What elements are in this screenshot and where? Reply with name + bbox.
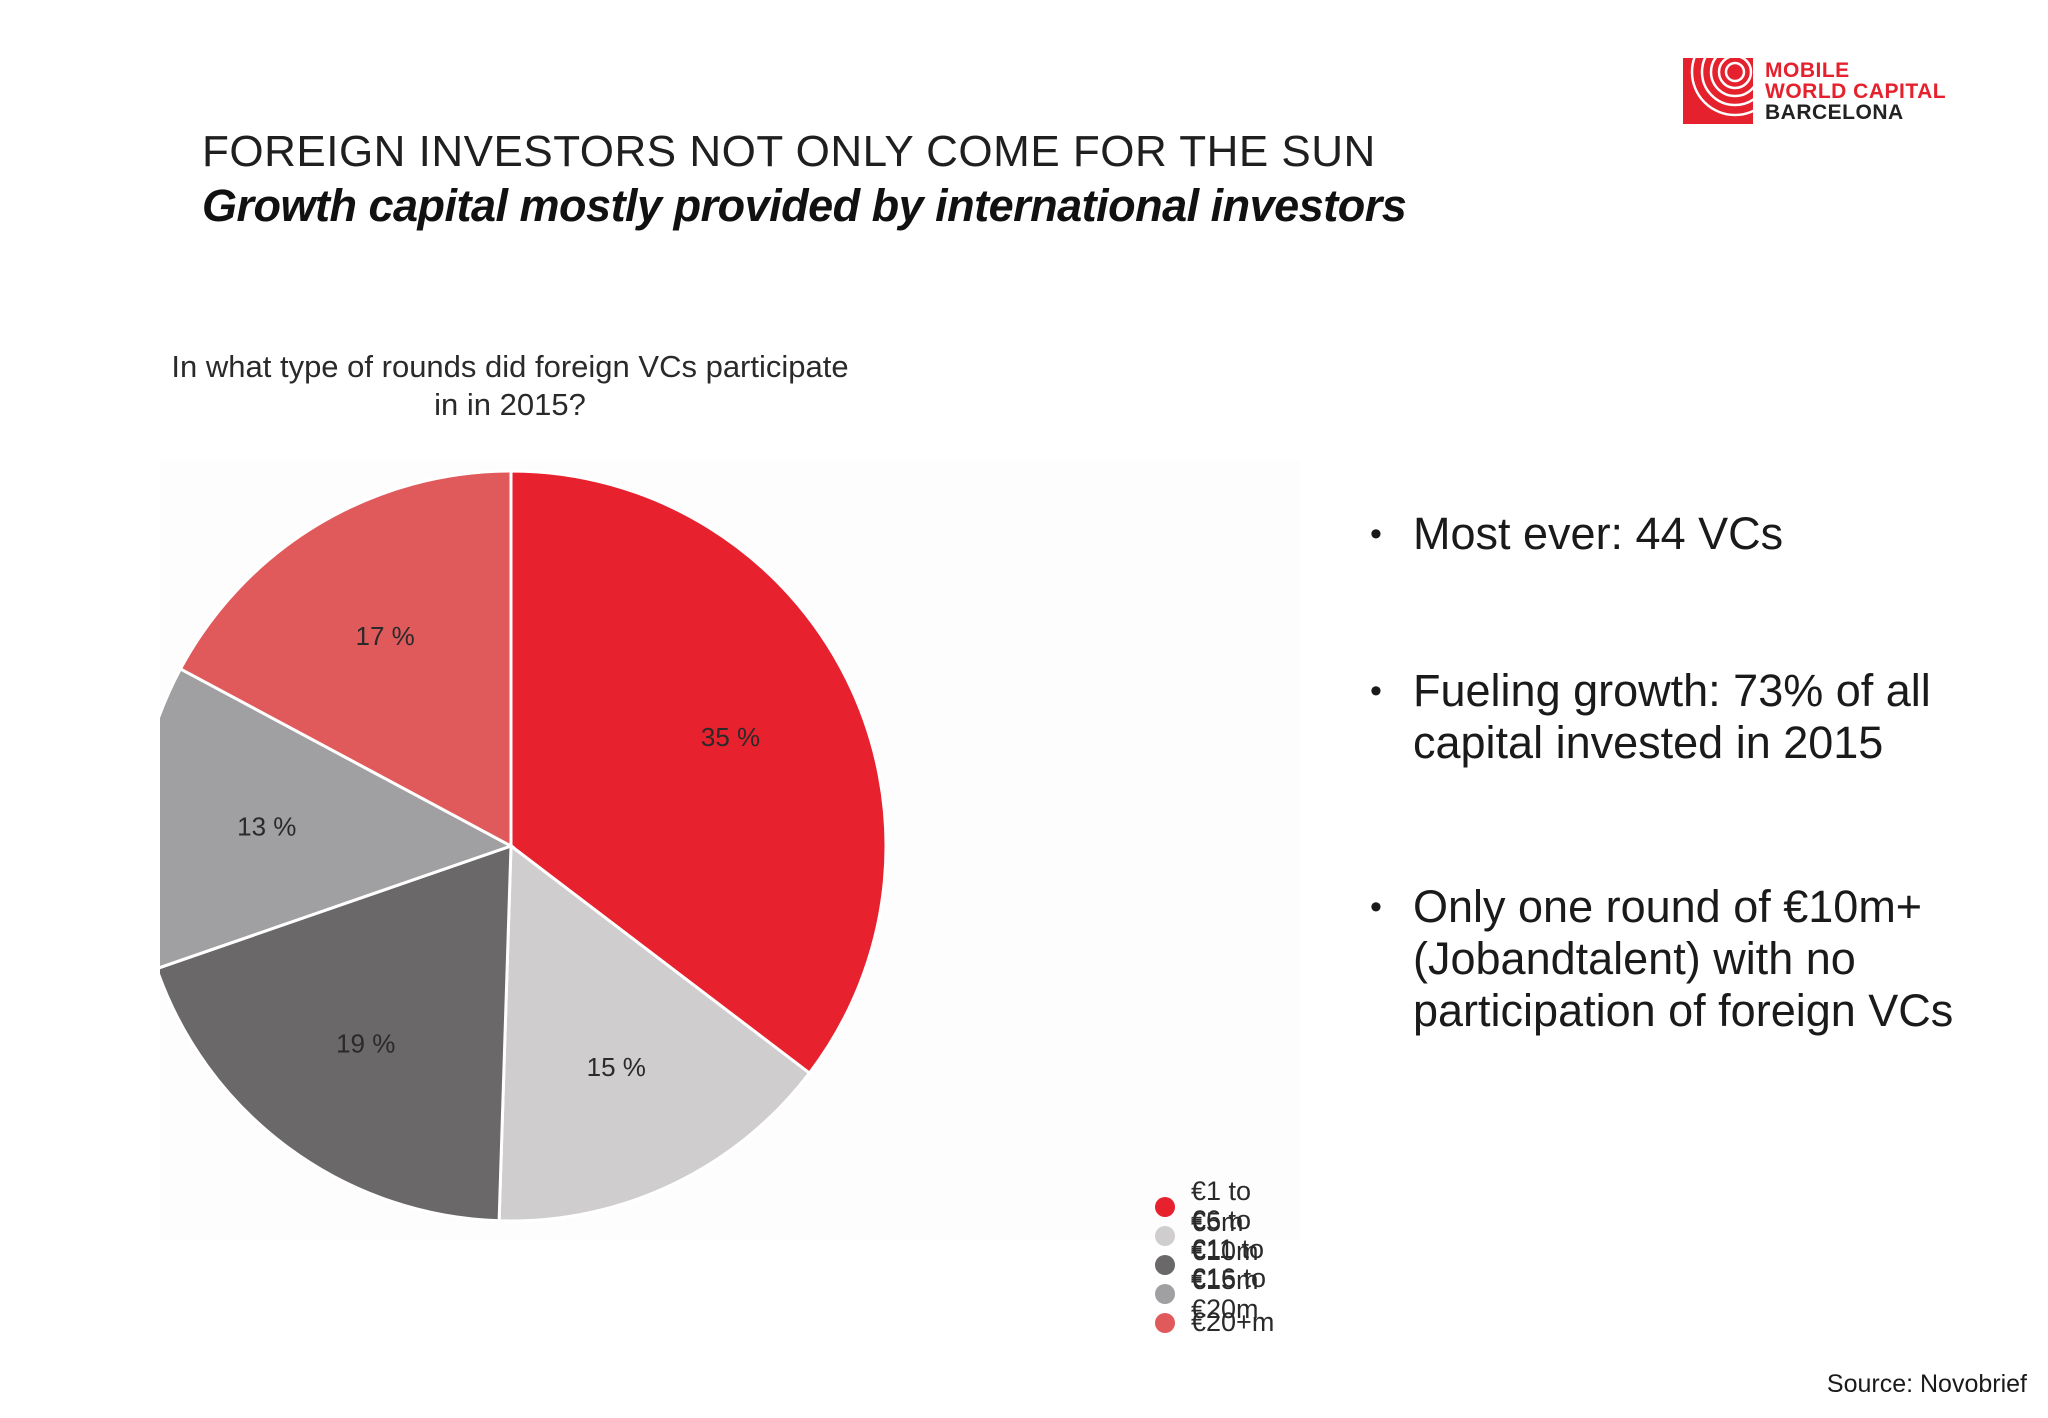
chart-title: In what type of rounds did foreign VCs p…: [171, 349, 849, 422]
legend-item: €6 to €10m: [1155, 1205, 1300, 1266]
legend-swatch: [1155, 1254, 1175, 1275]
logo: MOBILE WORLD CAPITAL BARCELONA: [1683, 58, 1946, 124]
chart-legend: €1 to €5m €6 to €10m €11 to €15m €16 to €20…: [1155, 1176, 1300, 1337]
bullet-item: Most ever: 44 VCs: [1370, 508, 1970, 560]
logo-text: MOBILE WORLD CAPITAL BARCELONA: [1765, 60, 1946, 123]
legend-label: €20+m: [1191, 1307, 1275, 1337]
logo-line-2: WORLD CAPITAL: [1765, 79, 1947, 103]
bullet-list: Most ever: 44 VCs Fueling growth: 73% of…: [1370, 508, 1970, 1037]
legend-item: €11 to €15m: [1155, 1234, 1300, 1295]
legend-item: €20+m: [1155, 1307, 1300, 1337]
legend-item: €16 to €20m: [1155, 1263, 1300, 1324]
pie-slice: [160, 843, 513, 1223]
pie-slice: [509, 469, 888, 1076]
legend-swatch: [1155, 1225, 1175, 1246]
pie-chart: 35 % 15 % 19 % 13 % 17 %: [160, 469, 888, 1223]
legend-swatch: [1155, 1196, 1175, 1217]
pie-data-label: 19 %: [336, 1028, 395, 1058]
bullet-item: Only one round of €10m+ (Jobandtalent) w…: [1370, 881, 1970, 1037]
page-subtitle: Growth capital mostly provided by intern…: [202, 180, 1407, 231]
pie-data-label: 35 %: [701, 722, 760, 752]
logo-line-3: BARCELONA: [1765, 100, 1904, 124]
legend-label: €1 to €5m: [1191, 1175, 1252, 1237]
legend-swatch: [1155, 1312, 1175, 1333]
legend-label: €11 to €15m: [1191, 1233, 1265, 1295]
chart-area: 35 % 15 % 19 % 13 % 17 % €1 to €5m €6 to €10m…: [160, 460, 1300, 1337]
pie-data-label: 15 %: [587, 1052, 646, 1082]
pie-slice: [497, 843, 812, 1223]
source-note: Source: Novobrief: [1826, 1370, 2027, 1398]
pie-slice: [160, 666, 515, 970]
legend-item: €1 to €5m: [1155, 1176, 1300, 1237]
logo-mark-icon: [1683, 58, 1753, 124]
legend-label: €16 to €20m: [1191, 1262, 1267, 1324]
page-title: FOREIGN INVESTORS NOT ONLY COME FOR THE …: [202, 127, 1376, 176]
page-heading: FOREIGN INVESTORS NOT ONLY COME FOR THE …: [202, 126, 1407, 234]
legend-swatch: [1155, 1283, 1175, 1304]
pie-data-label: 13 %: [237, 812, 296, 842]
legend-label: €6 to €10m: [1191, 1204, 1259, 1266]
pie-slice: [178, 469, 513, 849]
logo-line-1: MOBILE: [1765, 58, 1850, 82]
bullet-item: Fueling growth: 73% of all capital inves…: [1370, 665, 1970, 769]
pie-data-label: 17 %: [356, 621, 415, 651]
